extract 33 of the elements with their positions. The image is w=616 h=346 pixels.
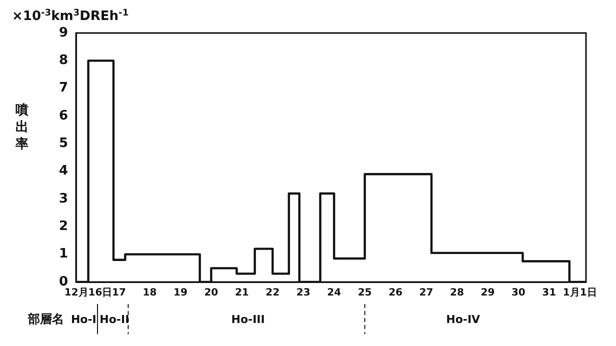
x-tick-label: 24 [327,288,342,299]
y-tick-label: 6 [58,108,68,124]
text: Ho-I [70,312,96,326]
text: Ho-III [231,312,265,326]
y-tick-label: 1 [58,246,68,262]
text: 部層名 [27,312,64,326]
x-tick-label: 12月16日 [64,288,112,299]
y-tick-label: 2 [58,219,68,234]
y-tick-label: 7 [58,80,68,96]
x-tick-label: 30 [511,288,526,299]
x-tick-label: 25 [358,288,372,299]
y-axis-title: 噴出率 [14,102,28,152]
x-tick-label: 18 [142,288,157,299]
x-tick-label: 29 [480,288,495,299]
x-tick-label: 17 [112,288,126,299]
x-tick-label: 19 [173,288,188,299]
x-tick-label: 23 [296,288,310,299]
y-tick-label: 3 [58,191,68,206]
text: Ho-IV [446,312,481,326]
x-tick-label: 20 [204,288,218,299]
x-tick-label: 22 [266,288,280,299]
x-tick-label: 1月1日 [562,288,597,299]
x-tick-label: 21 [234,288,249,299]
x-tick-label: 27 [419,288,434,299]
y-tick-label: 0 [58,274,68,290]
x-tick-label: 26 [388,288,403,299]
x-tick-label: 31 [542,288,556,299]
y-tick-label: 4 [58,164,68,179]
y-tick-label: 9 [58,25,68,40]
x-tick-label: 28 [450,288,464,299]
y-tick-label: 8 [58,53,68,68]
text: Ho-II [100,312,130,326]
y-tick-label: 5 [58,136,68,152]
